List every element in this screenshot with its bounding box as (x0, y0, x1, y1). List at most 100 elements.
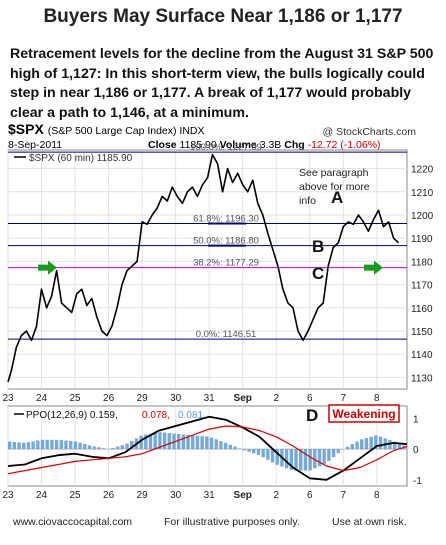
ppo-histogram-bar (139, 435, 143, 450)
ppo-histogram-bar (22, 442, 26, 450)
ppo-histogram-bar (209, 437, 214, 450)
ppo-histogram-bar (350, 444, 355, 450)
point-d-label: D (306, 406, 318, 425)
ppo-histogram-bar (237, 448, 242, 450)
ppo-histogram-bar (294, 449, 298, 471)
ppo-tick-label: -1 (413, 476, 422, 487)
ppo-histogram-bar (299, 449, 303, 471)
ppo-histogram-bar (256, 449, 261, 455)
price-tick-label: 1160 (411, 304, 433, 315)
ppo-histogram-bar (153, 432, 157, 450)
ppo-histogram-bar (12, 441, 17, 450)
signal-series-line (7, 425, 408, 475)
description: Retracement levels for the decline from … (10, 46, 434, 121)
price-tick-label: 1220 (411, 165, 434, 176)
ppo-tick-label: 1 (413, 414, 419, 425)
price-x-tick-label: 29 (137, 393, 149, 404)
ppo-histogram-bar (17, 442, 21, 450)
headline: Buyers May Surface Near 1,186 or 1,177 (43, 6, 403, 27)
ppo-x-tick-label: 8 (374, 490, 380, 501)
quote-line: Close 1185.90 Volume 3.3B Chg -12.72 (-1… (148, 139, 381, 151)
ppo-histogram-bar (331, 449, 336, 458)
fib-level-label: 38.2%: 1177.29 (193, 258, 259, 269)
ppo-x-tick-label: 2 (273, 490, 279, 501)
price-tick-label: 1200 (411, 211, 434, 222)
price-x-tick-label: 30 (170, 393, 182, 404)
brand-label: @ StockCharts.com (322, 126, 416, 138)
chg-value: -12.72 (-1.06%) (307, 139, 381, 151)
ppo-histogram-bar (378, 436, 383, 450)
note-line-1: See paragraph (299, 167, 369, 179)
price-x-tick-label: 23 (2, 393, 14, 404)
price-legend-label: $SPX (60 min) 1185.90 (29, 153, 133, 164)
price-x-tick-label: 7 (341, 393, 347, 404)
price-x-tick-label: 24 (36, 393, 48, 404)
ppo-histogram-bar (270, 449, 275, 463)
ppo-x-tick-label: 31 (204, 490, 216, 501)
fib-level-label: 0.0%: 1146.51 (196, 329, 257, 340)
ppo-histogram-bar (200, 436, 204, 450)
ppo-histogram-bar (83, 444, 87, 450)
price-panel-frame (7, 149, 408, 390)
ppo-histogram-bar (247, 449, 251, 452)
ppo-histogram-bar (364, 438, 369, 450)
fib-level-label: 100.0%: 1227.09 (190, 142, 262, 153)
ppo-histogram-bar (266, 449, 270, 460)
symbol-name: (S&P 500 Large Cap Index) INDX (47, 125, 205, 137)
ppo-histogram-bar (144, 434, 148, 450)
ppo-histogram-bar (397, 443, 401, 450)
ppo-histogram-bar (73, 441, 78, 450)
green-arrow-right (364, 260, 383, 275)
price-tick-label: 1190 (411, 234, 433, 245)
ppo-histogram-bar (101, 448, 106, 450)
ppo-histogram-bar (69, 440, 73, 450)
ppo-histogram-bar (158, 432, 162, 450)
ppo-histogram-bar (148, 433, 153, 450)
ppo-histogram-bar (31, 441, 35, 450)
ppo-histogram-bar (228, 444, 232, 450)
ppo-histogram-bar (64, 440, 68, 450)
ppo-histogram-bar (205, 436, 209, 450)
ppo-histogram-bar (252, 449, 256, 454)
price-x-tick-label: 2 (273, 393, 279, 404)
price-x-tick-label: Sep (234, 393, 252, 404)
ppo-histogram-bar (388, 440, 392, 450)
ppo-x-tick-label: 7 (341, 490, 347, 501)
price-x-tick-label: 25 (69, 393, 81, 404)
ppo-tick-label: 0 (413, 445, 419, 456)
ppo-x-tick-label: Sep (234, 490, 252, 501)
ppo-histogram-bar (327, 449, 331, 461)
point-b-label: B (312, 237, 324, 256)
ppo-histogram-bar (322, 449, 326, 464)
ppo-histogram-bar (26, 442, 31, 450)
price-x-tick-label: 6 (307, 393, 313, 404)
price-tick-label: 1180 (411, 257, 433, 268)
ppo-histogram-bar (167, 433, 171, 450)
green-arrow-left (38, 260, 57, 275)
ppo-histogram-bar (36, 440, 40, 450)
ppo-histogram-bar (191, 435, 195, 450)
ppo-histogram-bar (289, 449, 294, 470)
ppo-histogram-bar (374, 435, 378, 450)
ppo-x-tick-label: 25 (69, 490, 81, 501)
footer-site: www.ciovaccocapital.com (13, 516, 133, 528)
price-series-line (7, 153, 400, 383)
footer-risk: Use at own risk. (332, 516, 407, 528)
price-tick-label: 1150 (411, 327, 433, 338)
ppo-histogram-bar (59, 440, 64, 450)
ppo-histogram-bar (92, 446, 96, 450)
ppo-histogram-bar (223, 442, 228, 450)
ppo-histogram-bar (54, 439, 59, 450)
price-tick-label: 1170 (411, 281, 433, 292)
ppo-histogram-bar (360, 439, 364, 450)
fib-level-label: 50.0%: 1186.80 (193, 236, 259, 247)
ppo-histogram-bar (186, 434, 190, 450)
price-x-tick-label: 8 (374, 393, 380, 404)
ppo-histogram-bar (355, 441, 359, 450)
ppo-legend-hist: 0.081 (178, 410, 203, 421)
ppo-histogram-bar (78, 442, 82, 450)
ppo-histogram-bar (97, 447, 101, 450)
ppo-histogram-bar (172, 433, 176, 450)
ppo-legend-signal: 0.078, (142, 410, 170, 421)
